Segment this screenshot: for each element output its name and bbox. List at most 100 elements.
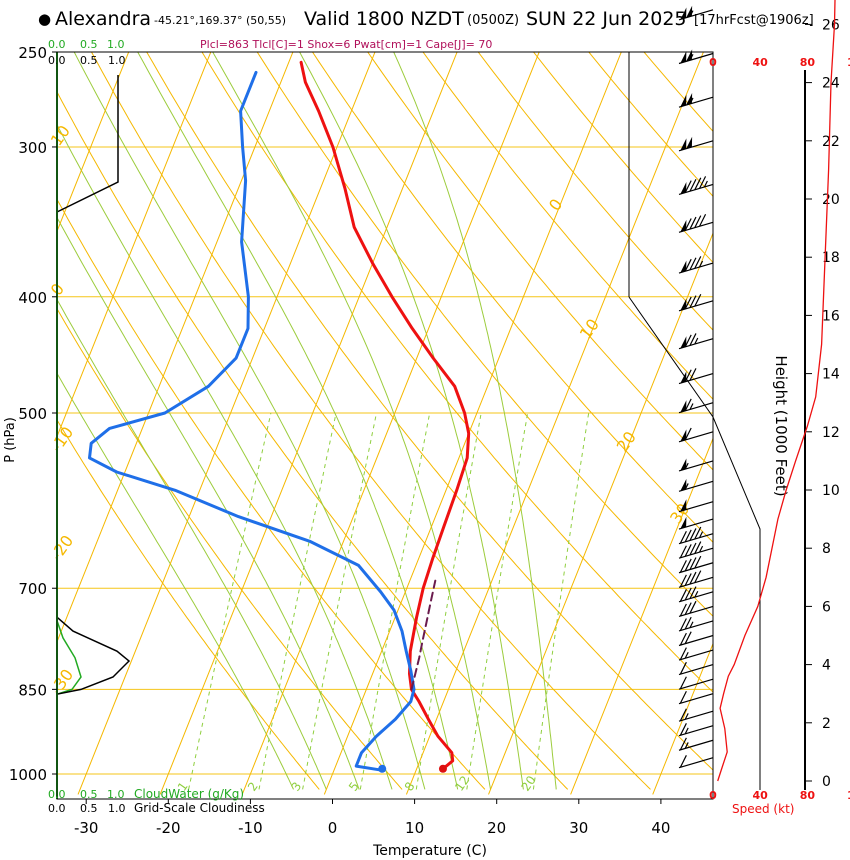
wind-barb-staff [678,591,714,603]
isotherm--20 [159,52,458,795]
wind-barb-tick [689,542,697,556]
height-tick-label-26: 26 [822,17,840,33]
wind-barb-staff [678,710,714,722]
valid-time: Valid 1800 NZDT [304,8,464,30]
wind-barb-tick [689,600,697,614]
height-tick-label-6: 6 [822,599,831,615]
p-tick-label-1000: 1000 [9,766,47,784]
series-temperature [299,60,471,771]
wind-barb-staff [678,431,714,443]
wind-barb-half [689,621,694,628]
wind-barb-half [689,97,694,105]
wind-barb-tick [689,216,697,230]
moist-adiabat-16 [137,52,459,790]
isotherm-0 [323,52,622,795]
wind-barb-tick [684,529,692,543]
wind-barb-flag [680,260,687,273]
wind-barb-1 [678,737,714,751]
frame-right-edge [628,296,761,790]
dry-adiabat-370 [422,52,713,400]
cloudiness-bottom-tick-1: 0.5 [80,802,98,815]
wind-barb-staff [678,634,714,647]
wind-barb-tick [684,602,692,615]
height-tick-label-4: 4 [822,658,831,674]
wind-barb-tick [684,587,692,601]
p-tick-label-850: 850 [18,681,47,699]
wind-barb-tick [679,545,687,559]
dry-adiabat-340 [256,52,713,617]
wind-barb-flag [686,5,693,18]
height-tick-label-0: 0 [822,774,831,790]
wind-barb-flag [680,94,687,107]
cloudiness-top-tick-0: 0.0 [48,54,66,67]
wind-barb-staff [678,757,714,769]
wind-barb-staff [678,547,714,559]
wind-barb-tick [679,589,687,602]
wind-barb-16 [678,516,714,530]
p-tick-label-250: 250 [18,44,47,62]
wind-barb-tick [689,557,697,570]
wind-barb-tick [684,558,692,572]
wind-barb-tick [694,541,702,554]
cloudwater-top-tick-2: 1.0 [107,38,125,51]
cloudiness-low-line [56,616,131,695]
series-dewpoint [88,70,416,772]
x-tick-label-20: 20 [487,819,506,837]
surface-temperature-marker [438,764,447,773]
wind-barb-12 [678,570,714,588]
isotherm--10 [241,52,540,795]
wind-barb-staff [678,338,714,350]
dry-adiabat-360 [367,52,713,471]
wind-barb-3 [678,708,714,722]
wind-barb-flag [680,478,687,491]
wind-barb-staff [678,739,714,751]
wind-barb-tick [679,661,687,675]
wind-barb-19 [678,458,714,472]
x-tick-label-0: 0 [328,819,338,837]
wind-barb-flag [680,499,687,512]
wind-barb-4 [678,691,714,705]
wind-barb-6 [678,661,714,676]
y-axis-title: P (hPa) [3,417,18,463]
height-tick-label-20: 20 [822,192,840,208]
dry-adiabat-380 [477,52,713,331]
wind-barb-tick [689,571,697,585]
wind-barb-tick [689,257,697,271]
moist-adiabat-24 [299,52,524,790]
wind-barb-tick [679,723,687,736]
wind-barb-27 [678,176,714,196]
wind-barb-tick [689,586,697,599]
wind-barb-half [684,727,689,735]
utc-time: (0500Z) [467,13,520,28]
valid-date: SUN 22 Jun 2025 [526,8,687,30]
wind-barb-0 [678,755,714,769]
cloudwater-bottom-tick-1: 0.5 [80,788,98,801]
wind-barb-tick [684,631,692,644]
wind-barb-flag [680,429,687,442]
wind-barb-tick [694,256,702,269]
x-tick-label--10: -10 [238,819,263,837]
wind-barb-tick [689,368,697,381]
wind-barb-staff [678,725,714,737]
isotherms [57,52,713,795]
isotherm-10 [405,52,704,795]
speed-bottom-tick-40: 40 [753,789,769,802]
wind-barb-half [689,54,694,61]
x-tick-label--30: -30 [74,819,99,837]
speed-bottom-tick-120: 12 [847,789,850,802]
height-tick-label-10: 10 [822,483,840,499]
mixing-ratio-2 [258,412,337,790]
wind-barb-staff [678,300,714,312]
cloudiness-axis-label: Grid-Scale Cloudiness [134,801,265,815]
wind-barb-staff [678,96,714,108]
wind-barb-flag [686,136,693,149]
moist-adiabat-4 [57,216,360,790]
cloudwater-line [56,620,82,695]
wind-barb-staff [678,9,714,21]
wind-barb-staff [678,262,714,274]
height-tick-label-18: 18 [822,250,840,266]
dry-adiabat-320 [146,52,713,771]
wind-barb-tick [694,293,702,307]
wind-barb-flag [680,51,687,64]
wind-barb-staff [678,562,714,574]
